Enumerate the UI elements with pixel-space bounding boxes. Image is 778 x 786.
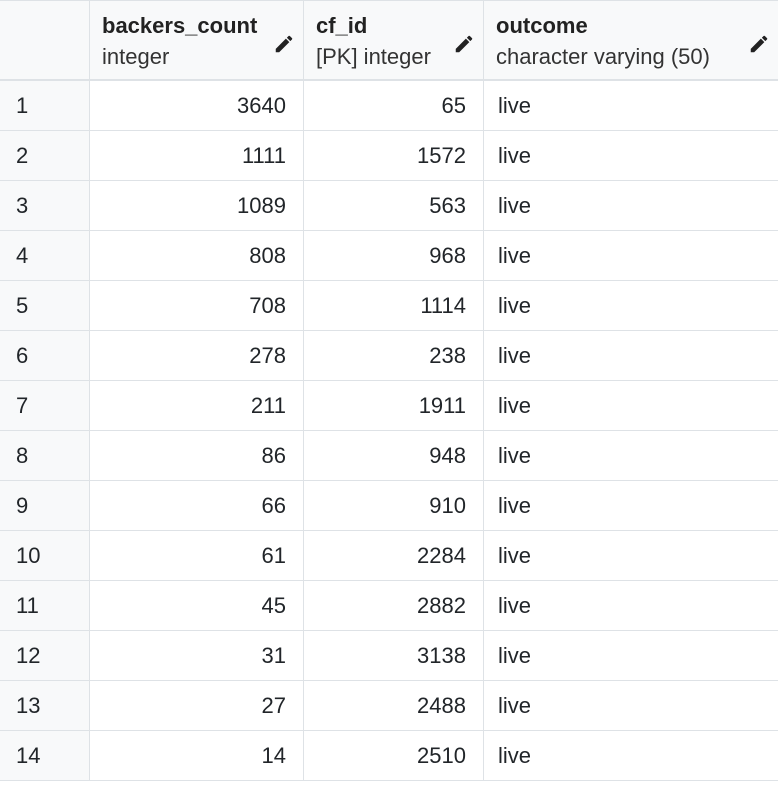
cell-backers-count[interactable]: 211 bbox=[90, 381, 304, 430]
grid-header: backers_count integer cf_id [PK] integer… bbox=[0, 1, 778, 81]
cell-outcome[interactable]: live bbox=[498, 592, 532, 618]
cell-backers-count[interactable]: 808 bbox=[90, 231, 304, 280]
cell-cf-id[interactable]: 2882 bbox=[304, 581, 484, 630]
cell-backers-count[interactable]: 14 bbox=[90, 731, 304, 780]
row-number[interactable]: 6 bbox=[0, 331, 90, 380]
row-number[interactable]: 12 bbox=[0, 631, 90, 680]
cell-cf-id[interactable]: 2488 bbox=[304, 681, 484, 730]
cell-cf-id[interactable]: 3138 bbox=[304, 631, 484, 680]
grid-body: 1 3640 65 live 2 1111 1572 live 3 1089 5… bbox=[0, 81, 778, 781]
row-number[interactable]: 9 bbox=[0, 481, 90, 530]
cell-outcome[interactable]: live bbox=[498, 692, 532, 718]
cell-backers-count[interactable]: 27 bbox=[90, 681, 304, 730]
row-number[interactable]: 14 bbox=[0, 731, 90, 780]
table-row[interactable]: 11 45 2882 live bbox=[0, 581, 778, 631]
table-row[interactable]: 13 27 2488 live bbox=[0, 681, 778, 731]
table-row[interactable]: 5 708 1114 live bbox=[0, 281, 778, 331]
column-header-cf-id[interactable]: cf_id [PK] integer bbox=[304, 1, 484, 79]
cell-cf-id[interactable]: 563 bbox=[304, 181, 484, 230]
row-number[interactable]: 4 bbox=[0, 231, 90, 280]
cell-backers-count[interactable]: 66 bbox=[90, 481, 304, 530]
cell-cf-id[interactable]: 1911 bbox=[304, 381, 484, 430]
cell-outcome[interactable]: live bbox=[498, 342, 532, 368]
row-number[interactable]: 7 bbox=[0, 381, 90, 430]
row-number[interactable]: 5 bbox=[0, 281, 90, 330]
row-number[interactable]: 13 bbox=[0, 681, 90, 730]
cell-cf-id[interactable]: 948 bbox=[304, 431, 484, 480]
cell-backers-count[interactable]: 45 bbox=[90, 581, 304, 630]
cell-cf-id[interactable]: 238 bbox=[304, 331, 484, 380]
cell-backers-count[interactable]: 1089 bbox=[90, 181, 304, 230]
cell-backers-count[interactable]: 3640 bbox=[90, 81, 304, 130]
cell-backers-count[interactable]: 708 bbox=[90, 281, 304, 330]
row-number[interactable]: 8 bbox=[0, 431, 90, 480]
cell-outcome[interactable]: live bbox=[498, 292, 532, 318]
column-name: backers_count bbox=[102, 13, 258, 38]
table-row[interactable]: 6 278 238 live bbox=[0, 331, 778, 381]
cell-backers-count[interactable]: 278 bbox=[90, 331, 304, 380]
column-type: character varying (50) bbox=[496, 44, 710, 69]
column-name: outcome bbox=[496, 13, 588, 38]
cell-cf-id[interactable]: 2284 bbox=[304, 531, 484, 580]
cell-outcome[interactable]: live bbox=[498, 142, 532, 168]
table-row[interactable]: 7 211 1911 live bbox=[0, 381, 778, 431]
row-number-header bbox=[0, 1, 90, 79]
table-row[interactable]: 8 86 948 live bbox=[0, 431, 778, 481]
cell-outcome[interactable]: live bbox=[498, 192, 532, 218]
cell-outcome[interactable]: live bbox=[498, 642, 532, 668]
cell-outcome[interactable]: live bbox=[498, 242, 532, 268]
row-number[interactable]: 1 bbox=[0, 81, 90, 130]
cell-backers-count[interactable]: 1111 bbox=[90, 131, 304, 180]
column-header-outcome[interactable]: outcome character varying (50) bbox=[484, 1, 778, 79]
cell-cf-id[interactable]: 1572 bbox=[304, 131, 484, 180]
cell-backers-count[interactable]: 86 bbox=[90, 431, 304, 480]
column-type: [PK] integer bbox=[316, 44, 431, 69]
pencil-icon[interactable] bbox=[273, 33, 295, 55]
cell-cf-id[interactable]: 65 bbox=[304, 81, 484, 130]
cell-cf-id[interactable]: 968 bbox=[304, 231, 484, 280]
cell-backers-count[interactable]: 31 bbox=[90, 631, 304, 680]
table-row[interactable]: 3 1089 563 live bbox=[0, 181, 778, 231]
column-type: integer bbox=[102, 44, 170, 69]
row-number[interactable]: 10 bbox=[0, 531, 90, 580]
cell-cf-id[interactable]: 910 bbox=[304, 481, 484, 530]
table-row[interactable]: 14 14 2510 live bbox=[0, 731, 778, 781]
pencil-icon[interactable] bbox=[748, 33, 770, 55]
cell-cf-id[interactable]: 2510 bbox=[304, 731, 484, 780]
table-row[interactable]: 9 66 910 live bbox=[0, 481, 778, 531]
cell-outcome[interactable]: live bbox=[498, 742, 532, 768]
column-name: cf_id bbox=[316, 13, 368, 38]
table-row[interactable]: 12 31 3138 live bbox=[0, 631, 778, 681]
cell-outcome[interactable]: live bbox=[498, 442, 532, 468]
table-row[interactable]: 2 1111 1572 live bbox=[0, 131, 778, 181]
row-number[interactable]: 11 bbox=[0, 581, 90, 630]
cell-outcome[interactable]: live bbox=[498, 92, 532, 118]
cell-outcome[interactable]: live bbox=[498, 392, 532, 418]
table-row[interactable]: 10 61 2284 live bbox=[0, 531, 778, 581]
column-header-backers-count[interactable]: backers_count integer bbox=[90, 1, 304, 79]
row-number[interactable]: 3 bbox=[0, 181, 90, 230]
row-number[interactable]: 2 bbox=[0, 131, 90, 180]
cell-outcome[interactable]: live bbox=[498, 542, 532, 568]
cell-backers-count[interactable]: 61 bbox=[90, 531, 304, 580]
pencil-icon[interactable] bbox=[453, 33, 475, 55]
table-row[interactable]: 1 3640 65 live bbox=[0, 81, 778, 131]
table-row[interactable]: 4 808 968 live bbox=[0, 231, 778, 281]
cell-outcome[interactable]: live bbox=[498, 492, 532, 518]
cell-cf-id[interactable]: 1114 bbox=[304, 281, 484, 330]
